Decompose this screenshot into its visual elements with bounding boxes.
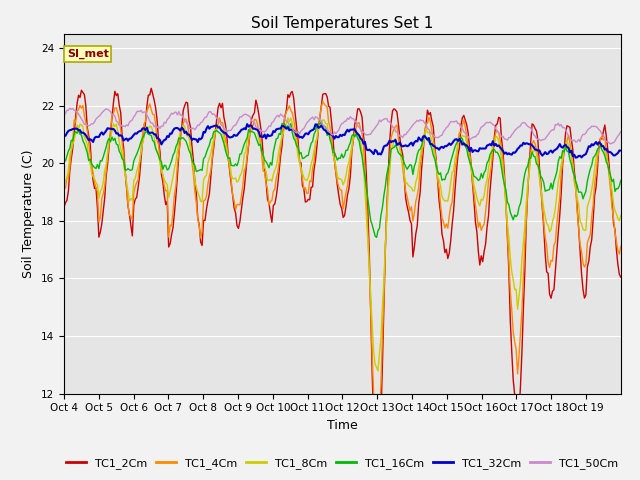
TC1_4Cm: [60, 182, 68, 188]
TC1_4Cm: [319, 98, 326, 104]
TC1_16Cm: [348, 133, 356, 139]
TC1_4Cm: [79, 103, 87, 108]
TC1_2Cm: [97, 229, 104, 235]
TC1_4Cm: [460, 117, 468, 123]
Y-axis label: Soil Temperature (C): Soil Temperature (C): [22, 149, 35, 278]
TC1_8Cm: [79, 124, 87, 130]
Text: SI_met: SI_met: [67, 49, 109, 59]
TC1_2Cm: [460, 112, 468, 118]
TC1_32Cm: [348, 127, 356, 132]
TC1_16Cm: [460, 142, 468, 147]
TC1_50Cm: [60, 112, 68, 118]
Legend: TC1_2Cm, TC1_4Cm, TC1_8Cm, TC1_16Cm, TC1_32Cm, TC1_50Cm: TC1_2Cm, TC1_4Cm, TC1_8Cm, TC1_16Cm, TC1…: [62, 453, 623, 473]
TC1_50Cm: [66, 106, 74, 111]
TC1_32Cm: [458, 142, 466, 147]
TC1_32Cm: [97, 131, 104, 137]
TC1_32Cm: [60, 132, 68, 138]
TC1_32Cm: [541, 149, 549, 155]
Line: TC1_2Cm: TC1_2Cm: [64, 88, 621, 480]
TC1_4Cm: [97, 215, 104, 220]
TC1_8Cm: [617, 213, 625, 218]
TC1_50Cm: [348, 116, 356, 121]
TC1_32Cm: [616, 148, 623, 154]
TC1_50Cm: [98, 110, 106, 116]
TC1_50Cm: [616, 132, 623, 137]
Line: TC1_16Cm: TC1_16Cm: [64, 122, 621, 238]
TC1_8Cm: [284, 115, 292, 120]
TC1_16Cm: [372, 235, 380, 240]
TC1_32Cm: [243, 121, 251, 127]
TC1_2Cm: [79, 90, 87, 96]
TC1_8Cm: [374, 368, 382, 374]
TC1_8Cm: [97, 188, 104, 194]
TC1_2Cm: [543, 269, 550, 275]
TC1_8Cm: [348, 144, 356, 150]
TC1_16Cm: [60, 158, 68, 164]
X-axis label: Time: Time: [327, 419, 358, 432]
Line: TC1_32Cm: TC1_32Cm: [64, 124, 621, 157]
TC1_50Cm: [458, 125, 466, 131]
TC1_2Cm: [616, 272, 623, 277]
Title: Soil Temperatures Set 1: Soil Temperatures Set 1: [252, 16, 433, 31]
Line: TC1_4Cm: TC1_4Cm: [64, 101, 621, 437]
TC1_2Cm: [348, 148, 356, 154]
TC1_2Cm: [617, 274, 625, 280]
TC1_50Cm: [541, 136, 549, 142]
TC1_32Cm: [79, 130, 87, 135]
TC1_4Cm: [348, 148, 356, 154]
TC1_8Cm: [543, 221, 550, 227]
TC1_4Cm: [372, 434, 380, 440]
Line: TC1_50Cm: TC1_50Cm: [64, 108, 621, 144]
TC1_16Cm: [97, 158, 104, 164]
Line: TC1_8Cm: TC1_8Cm: [64, 118, 621, 371]
TC1_16Cm: [317, 119, 325, 125]
TC1_16Cm: [616, 183, 623, 189]
TC1_50Cm: [617, 129, 625, 135]
TC1_4Cm: [617, 243, 625, 249]
TC1_16Cm: [79, 138, 87, 144]
TC1_4Cm: [543, 242, 550, 248]
TC1_8Cm: [616, 218, 623, 224]
TC1_16Cm: [543, 188, 550, 193]
TC1_50Cm: [607, 141, 614, 147]
TC1_2Cm: [147, 85, 155, 91]
TC1_2Cm: [60, 204, 68, 210]
TC1_32Cm: [617, 148, 625, 154]
TC1_16Cm: [617, 178, 625, 183]
TC1_32Cm: [572, 155, 580, 160]
TC1_50Cm: [81, 121, 88, 127]
TC1_4Cm: [616, 251, 623, 257]
TC1_8Cm: [60, 181, 68, 187]
TC1_8Cm: [460, 133, 468, 139]
